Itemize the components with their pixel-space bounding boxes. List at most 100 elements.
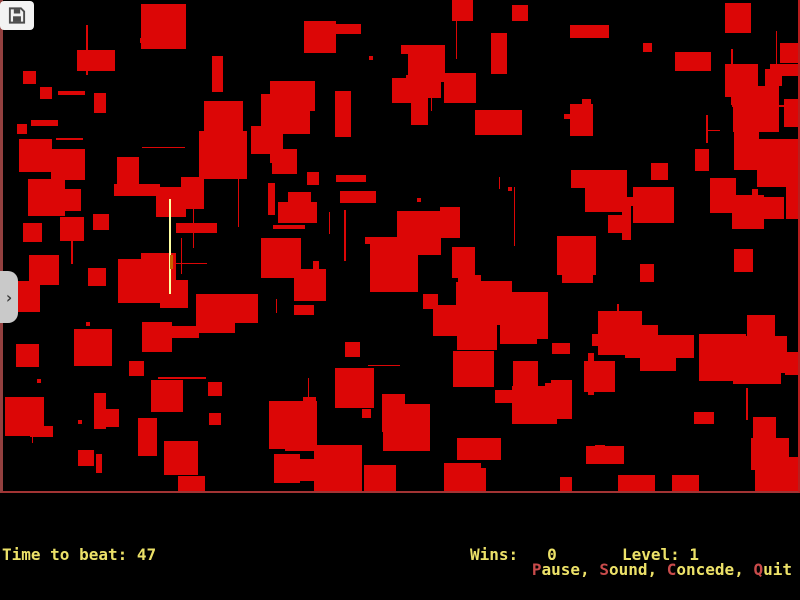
- red-line[interactable]: [746, 388, 748, 420]
- red-block[interactable]: [755, 457, 798, 491]
- red-block[interactable]: [694, 412, 714, 424]
- red-block[interactable]: [762, 197, 784, 219]
- red-block[interactable]: [622, 197, 631, 240]
- red-block[interactable]: [209, 413, 221, 425]
- red-line[interactable]: [706, 115, 708, 143]
- red-block[interactable]: [671, 335, 694, 358]
- red-block[interactable]: [40, 87, 52, 99]
- red-block[interactable]: [96, 454, 102, 473]
- red-block[interactable]: [59, 189, 81, 211]
- red-block[interactable]: [780, 43, 798, 63]
- red-line[interactable]: [431, 69, 432, 111]
- red-block[interactable]: [453, 351, 494, 387]
- red-block[interactable]: [345, 342, 360, 357]
- red-block[interactable]: [51, 149, 85, 180]
- red-line[interactable]: [708, 130, 720, 131]
- red-line[interactable]: [308, 378, 309, 427]
- red-block[interactable]: [618, 475, 655, 491]
- red-block[interactable]: [336, 175, 366, 182]
- red-block[interactable]: [176, 223, 217, 233]
- red-block[interactable]: [732, 195, 764, 229]
- red-block[interactable]: [588, 353, 594, 395]
- red-block[interactable]: [28, 179, 65, 216]
- red-block[interactable]: [591, 171, 606, 208]
- red-block[interactable]: [288, 192, 311, 215]
- red-block[interactable]: [365, 237, 402, 244]
- red-block[interactable]: [640, 264, 654, 282]
- red-block[interactable]: [303, 397, 316, 409]
- red-block[interactable]: [314, 445, 362, 491]
- red-block[interactable]: [752, 189, 758, 200]
- red-block[interactable]: [138, 418, 157, 456]
- red-block[interactable]: [508, 187, 512, 191]
- red-block[interactable]: [58, 91, 85, 95]
- red-block[interactable]: [695, 149, 709, 171]
- red-block[interactable]: [160, 280, 188, 308]
- red-line[interactable]: [142, 147, 185, 148]
- red-block[interactable]: [734, 249, 753, 272]
- red-block[interactable]: [273, 225, 305, 229]
- red-line[interactable]: [776, 31, 777, 77]
- red-block[interactable]: [335, 91, 351, 137]
- red-block[interactable]: [78, 450, 94, 466]
- red-line[interactable]: [71, 220, 73, 264]
- red-block[interactable]: [552, 343, 570, 354]
- red-block[interactable]: [560, 477, 572, 491]
- red-block[interactable]: [458, 275, 481, 298]
- red-block[interactable]: [512, 5, 528, 21]
- red-block[interactable]: [140, 38, 145, 43]
- red-block[interactable]: [151, 380, 183, 412]
- red-block[interactable]: [725, 64, 758, 97]
- red-block[interactable]: [725, 3, 751, 33]
- red-line[interactable]: [732, 105, 788, 107]
- red-block[interactable]: [786, 175, 798, 219]
- red-block[interactable]: [564, 114, 585, 119]
- red-line[interactable]: [617, 304, 619, 353]
- red-line[interactable]: [181, 238, 182, 274]
- red-block[interactable]: [362, 409, 371, 418]
- red-block[interactable]: [586, 446, 624, 464]
- red-block[interactable]: [633, 187, 674, 223]
- red-block[interactable]: [199, 131, 247, 179]
- red-block[interactable]: [452, 0, 473, 21]
- red-block[interactable]: [452, 247, 475, 278]
- red-line[interactable]: [344, 210, 346, 261]
- menu-item-pause[interactable]: Pause: [532, 560, 580, 579]
- red-line[interactable]: [56, 138, 83, 140]
- red-block[interactable]: [447, 468, 486, 491]
- red-block[interactable]: [699, 343, 725, 369]
- red-block[interactable]: [327, 24, 361, 34]
- red-line[interactable]: [150, 263, 207, 264]
- red-block[interactable]: [94, 93, 106, 113]
- red-block[interactable]: [433, 305, 464, 336]
- red-block[interactable]: [29, 255, 59, 285]
- red-block[interactable]: [178, 476, 205, 491]
- red-block[interactable]: [77, 50, 115, 71]
- red-block[interactable]: [152, 326, 199, 338]
- red-block[interactable]: [570, 25, 609, 38]
- red-line[interactable]: [158, 377, 206, 379]
- red-block[interactable]: [78, 420, 82, 424]
- red-block[interactable]: [747, 315, 775, 343]
- menu-item-concede[interactable]: Concede: [667, 560, 734, 579]
- red-line[interactable]: [731, 49, 733, 105]
- red-block[interactable]: [562, 252, 593, 283]
- red-block[interactable]: [94, 393, 106, 429]
- red-block[interactable]: [5, 397, 44, 436]
- red-block[interactable]: [31, 120, 58, 126]
- red-block[interactable]: [369, 56, 373, 60]
- red-block[interactable]: [570, 104, 593, 136]
- red-block[interactable]: [417, 198, 421, 202]
- red-block[interactable]: [710, 178, 736, 213]
- red-block[interactable]: [785, 352, 798, 375]
- red-block[interactable]: [212, 56, 223, 92]
- red-block[interactable]: [229, 294, 258, 323]
- red-block[interactable]: [734, 123, 759, 170]
- red-block[interactable]: [294, 305, 314, 315]
- red-block[interactable]: [23, 71, 36, 84]
- red-block[interactable]: [86, 322, 90, 326]
- red-block[interactable]: [491, 33, 507, 74]
- red-block[interactable]: [643, 43, 652, 52]
- red-block[interactable]: [117, 157, 139, 184]
- red-line[interactable]: [276, 299, 277, 313]
